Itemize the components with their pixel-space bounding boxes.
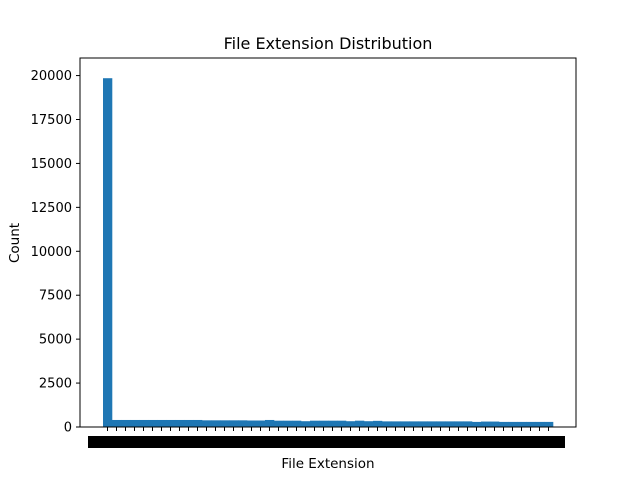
bar xyxy=(472,421,482,427)
bar xyxy=(202,420,212,427)
bar xyxy=(301,421,311,427)
bar xyxy=(445,421,455,427)
bar xyxy=(436,421,446,427)
bar xyxy=(283,420,293,427)
bar xyxy=(112,419,122,427)
y-tick-label: 15000 xyxy=(31,157,72,172)
bar xyxy=(166,419,176,427)
y-tick-label: 7500 xyxy=(39,289,72,304)
bars-group xyxy=(103,78,554,427)
bar xyxy=(382,421,392,427)
bar xyxy=(400,421,410,427)
bar xyxy=(130,419,140,427)
y-axis-ticks: 0 2500 5000 7500 10000 12500 15000 17500 20000 xyxy=(31,69,80,436)
bar xyxy=(346,421,356,427)
bar xyxy=(139,419,149,427)
bar xyxy=(274,420,284,427)
bar xyxy=(535,421,545,427)
bar xyxy=(427,421,437,427)
bar xyxy=(481,421,491,427)
y-tick-label: 17500 xyxy=(31,113,72,128)
bar xyxy=(157,419,167,427)
bar xyxy=(310,420,320,427)
y-tick-label: 5000 xyxy=(39,333,72,348)
y-tick-label: 10000 xyxy=(31,245,72,260)
bar xyxy=(364,421,374,427)
bar xyxy=(247,420,257,427)
bar xyxy=(499,421,509,427)
bar xyxy=(526,421,536,427)
bar xyxy=(292,420,302,427)
plot-frame xyxy=(79,57,577,428)
bar xyxy=(517,421,527,427)
bar xyxy=(148,419,158,427)
bar xyxy=(238,420,248,427)
bar xyxy=(337,420,347,427)
bar xyxy=(355,420,365,427)
bar xyxy=(409,421,419,427)
bar xyxy=(544,421,554,427)
bar xyxy=(256,420,266,427)
y-axis-title: Count xyxy=(7,223,23,263)
x-tick-labels-overlap xyxy=(88,436,565,448)
x-axis-ticks xyxy=(88,427,565,448)
bar xyxy=(175,419,185,427)
bar xyxy=(454,421,464,427)
bar xyxy=(121,419,131,427)
bar xyxy=(391,421,401,427)
bar xyxy=(373,420,383,427)
bar xyxy=(328,420,338,427)
bar xyxy=(211,420,221,427)
bar xyxy=(184,419,194,427)
bar xyxy=(220,420,230,427)
chart-title: File Extension Distribution xyxy=(224,34,433,53)
y-tick-label: 0 xyxy=(64,421,72,436)
y-tick-label: 12500 xyxy=(31,201,72,216)
bar xyxy=(463,421,473,427)
bar xyxy=(265,419,275,427)
bar xyxy=(508,421,518,427)
bar xyxy=(418,421,428,427)
bar xyxy=(193,419,203,427)
x-axis-title: File Extension xyxy=(281,456,374,472)
bar xyxy=(103,78,113,427)
bar xyxy=(490,421,500,427)
bar xyxy=(319,420,329,427)
y-tick-label: 20000 xyxy=(31,69,72,84)
y-tick-label: 2500 xyxy=(39,377,72,392)
bar xyxy=(229,420,239,427)
